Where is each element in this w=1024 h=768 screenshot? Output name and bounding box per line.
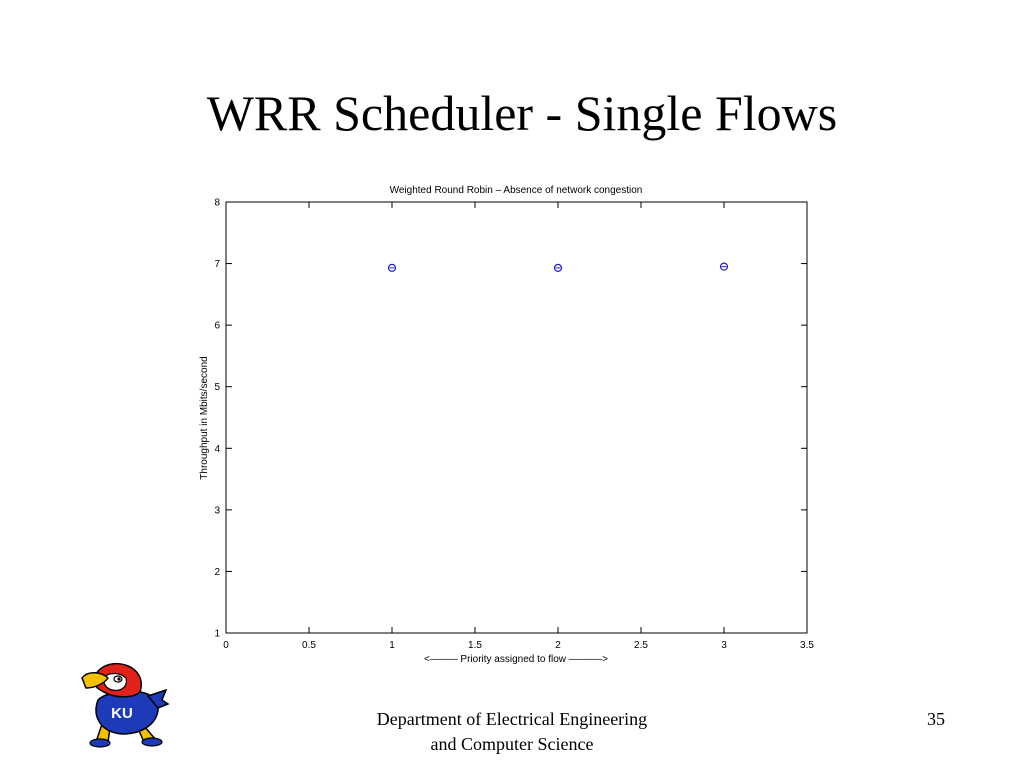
data-point <box>719 262 729 271</box>
y-tick-label: 8 <box>214 198 220 209</box>
page-number: 35 <box>927 709 945 729</box>
x-tick-label: 3 <box>721 640 727 651</box>
y-tick-label: 7 <box>214 259 220 270</box>
plot-area-frame <box>225 201 808 634</box>
x-tick-label: 2 <box>555 640 561 651</box>
y-tick-label: 1 <box>214 629 220 640</box>
data-point <box>387 263 397 272</box>
y-tick-label: 3 <box>214 505 220 516</box>
y-tick-label: 2 <box>214 567 220 578</box>
scatter-chart: Weighted Round Robin – Absence of networ… <box>199 185 814 665</box>
footer-department: Department of Electrical Engineering and… <box>362 707 662 757</box>
footer-line-2: and Computer Science <box>430 734 594 754</box>
y-tick-label: 6 <box>214 321 220 332</box>
logo-text: KU <box>111 705 133 722</box>
jayhawk-logo-icon: KU <box>81 662 170 748</box>
x-tick-label: 1.5 <box>468 640 482 651</box>
chart-title: Weighted Round Robin – Absence of networ… <box>390 185 643 196</box>
x-tick-label: 1 <box>389 640 395 651</box>
axis-ticks: 0 0.5 1 1.5 2 2.5 3 3.5 1 2 3 4 5 6 7 8 <box>214 198 814 652</box>
x-tick-label: 2.5 <box>634 640 648 651</box>
y-axis-label: Throughput in Mbits/second <box>199 356 210 479</box>
y-tick-label: 4 <box>214 444 220 455</box>
x-tick-label: 0.5 <box>302 640 316 651</box>
footer-line-1: Department of Electrical Engineering <box>376 709 648 729</box>
x-tick-label: 0 <box>223 640 229 651</box>
data-points <box>387 262 729 272</box>
y-tick-label: 5 <box>214 382 220 393</box>
x-axis-label: <––––– Priority assigned to flow ––––––> <box>424 654 608 665</box>
x-tick-label: 3.5 <box>800 640 814 651</box>
slide-title: WRR Scheduler - Single Flows <box>206 85 838 141</box>
data-point <box>553 263 563 272</box>
